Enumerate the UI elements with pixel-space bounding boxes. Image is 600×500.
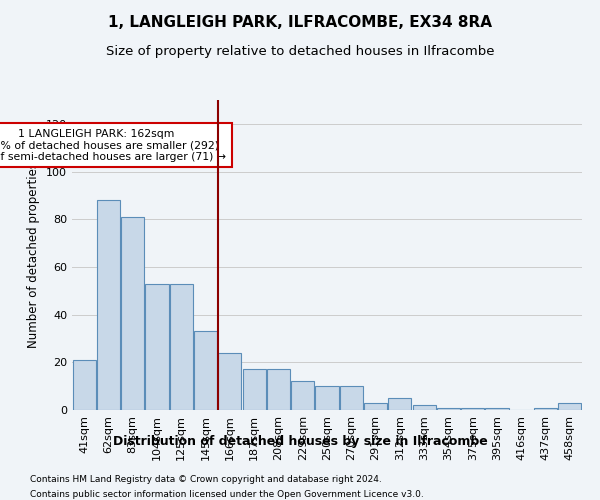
Bar xyxy=(316,386,338,410)
Text: Contains HM Land Registry data © Crown copyright and database right 2024.: Contains HM Land Registry data © Crown c… xyxy=(30,475,382,484)
Bar xyxy=(267,370,290,410)
Bar xyxy=(170,284,193,410)
Text: 1, LANGLEIGH PARK, ILFRACOMBE, EX34 8RA: 1, LANGLEIGH PARK, ILFRACOMBE, EX34 8RA xyxy=(108,15,492,30)
Bar xyxy=(388,398,412,410)
Bar xyxy=(437,408,460,410)
Bar xyxy=(242,370,266,410)
Bar xyxy=(218,353,241,410)
Bar xyxy=(97,200,120,410)
Bar xyxy=(534,408,557,410)
Bar xyxy=(559,403,581,410)
Text: 1 LANGLEIGH PARK: 162sqm
← 80% of detached houses are smaller (292)
20% of semi-: 1 LANGLEIGH PARK: 162sqm ← 80% of detach… xyxy=(0,128,226,162)
Bar xyxy=(364,403,387,410)
Bar xyxy=(291,382,314,410)
Bar xyxy=(194,332,217,410)
Text: Distribution of detached houses by size in Ilfracombe: Distribution of detached houses by size … xyxy=(113,435,487,448)
Bar xyxy=(485,408,509,410)
Text: Contains public sector information licensed under the Open Government Licence v3: Contains public sector information licen… xyxy=(30,490,424,499)
Bar xyxy=(413,405,436,410)
Bar xyxy=(340,386,363,410)
Bar xyxy=(145,284,169,410)
Bar xyxy=(73,360,95,410)
Text: Size of property relative to detached houses in Ilfracombe: Size of property relative to detached ho… xyxy=(106,45,494,58)
Bar xyxy=(461,408,484,410)
Bar xyxy=(121,217,144,410)
Y-axis label: Number of detached properties: Number of detached properties xyxy=(28,162,40,348)
